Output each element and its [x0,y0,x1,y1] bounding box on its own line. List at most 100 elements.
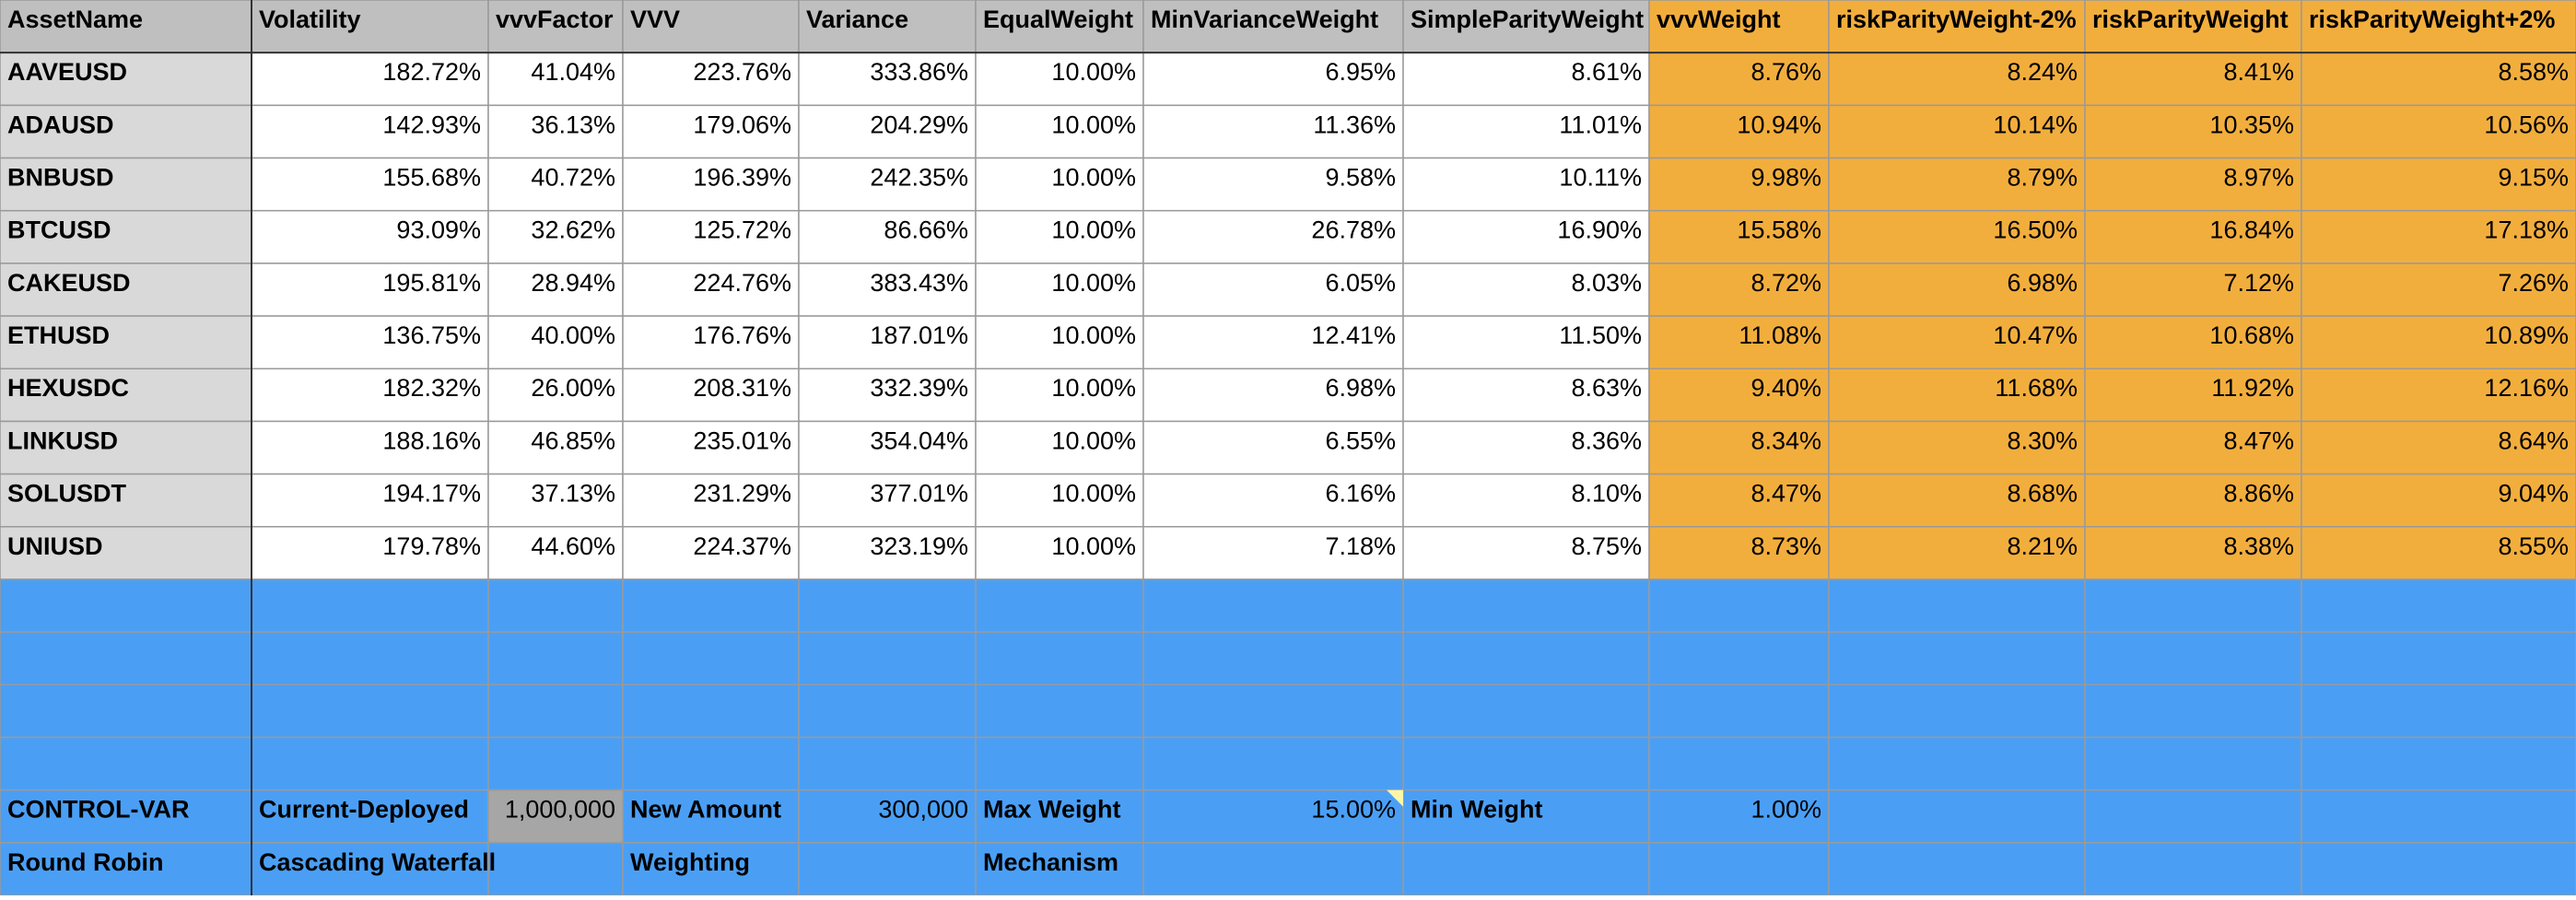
cell-text: 8.47% [1751,480,1821,508]
cell-text: 11.01% [1559,111,1642,138]
cell-text: 16.90% [1557,216,1642,244]
cell-text: Volatility [259,6,361,33]
cell [1142,526,1404,580]
cell-text: 10.35% [2209,111,2294,138]
cell-text: 6.95% [1325,58,1396,86]
cell-text: 93.09% [396,216,481,244]
cell-text: Min Weight [1411,796,1542,824]
cell [622,789,800,844]
cell-text: UNIUSD [7,532,103,560]
cell [975,579,1144,633]
cell [0,263,252,317]
cell-text: 231.29% [693,480,791,508]
cell-text: 242.35% [870,164,968,192]
cell-text: 8.63% [1571,374,1642,402]
cell-text: 10.11% [1559,164,1642,192]
cell-text: 8.41% [2223,58,2294,86]
cell-text: 223.76% [693,58,791,86]
cell [1402,209,1650,264]
cell [622,315,800,369]
cell [2084,157,2302,212]
cell-text: MinVarianceWeight [1151,6,1378,33]
cell [487,368,624,423]
cell-text: 235.01% [693,427,791,454]
cell-text: 8.58% [2498,58,2569,86]
cell [1648,263,1830,317]
cell [2301,209,2576,264]
cell-text: 9.15% [2498,164,2569,192]
cell [622,736,800,791]
cell [487,315,624,369]
cell-text: 11.68% [1995,374,2078,402]
cell [251,579,489,633]
cell [1402,579,1650,633]
cell [0,157,252,212]
cell [1142,579,1404,633]
cell-text: 10.14% [1993,111,2078,138]
cell-text: 1.00% [1751,796,1821,824]
cell-text: 26.78% [1311,216,1396,244]
cell-text: 224.76% [693,269,791,297]
cell-text: 8.76% [1751,58,1821,86]
cell [251,0,489,53]
cell-text: 182.72% [382,58,481,86]
cell [2084,579,2302,633]
cell-text: 179.78% [382,532,481,560]
cell-text: 10.00% [1051,427,1136,454]
cell-text: 10.68% [2209,321,2294,349]
cell-text: 26.00% [531,374,615,402]
cell [1142,157,1404,212]
cell [487,473,624,528]
cell-text: ADAUSD [7,111,114,138]
cell-text: 11.50% [1559,321,1642,349]
cell-text: 8.34% [1751,427,1821,454]
cell-text: 8.47% [2223,427,2294,454]
cell-text: 8.10% [1571,480,1642,508]
cell [1828,368,2086,423]
cell-text: BTCUSD [7,216,111,244]
cell-text: 8.79% [2007,164,2078,192]
cell [0,631,252,686]
cell [2301,631,2576,686]
cell-text: 16.84% [2209,216,2294,244]
cell-text: 300,000 [878,796,968,824]
cell-text: 16.50% [1993,216,2078,244]
cell-text: Cascading Waterfall [259,848,496,876]
cell-text: AAVEUSD [7,58,127,86]
cell [1402,473,1650,528]
cell [2084,736,2302,791]
cell-text: 9.40% [1751,374,1821,402]
cell-text: 15.58% [1737,216,1821,244]
cell [487,631,624,686]
cell [251,631,489,686]
cell-text: 7.12% [2223,269,2294,297]
cell [1402,368,1650,423]
cell [2301,579,2576,633]
cell-text: vvvWeight [1657,6,1781,33]
cell [1402,420,1650,475]
cell [487,789,624,844]
cell [1648,52,1830,107]
cell [2084,631,2302,686]
cell-text: 9.04% [2498,480,2569,508]
cell [487,736,624,791]
cell [798,0,977,53]
cell [1142,789,1404,844]
cell [798,736,977,791]
cell [2301,368,2576,423]
cell [0,684,252,739]
cell-text: 142.93% [382,111,481,138]
cell [622,368,800,423]
cell [1402,684,1650,739]
cell [2301,736,2576,791]
cell-text: 182.32% [382,374,481,402]
cell-text: 32.62% [531,216,615,244]
cell [2084,52,2302,107]
cell-text: 12.41% [1311,321,1396,349]
cell-text: 10.89% [2484,321,2569,349]
cell [1828,52,2086,107]
cell [0,579,252,633]
cell [798,526,977,580]
cell-text: 10.00% [1051,532,1136,560]
